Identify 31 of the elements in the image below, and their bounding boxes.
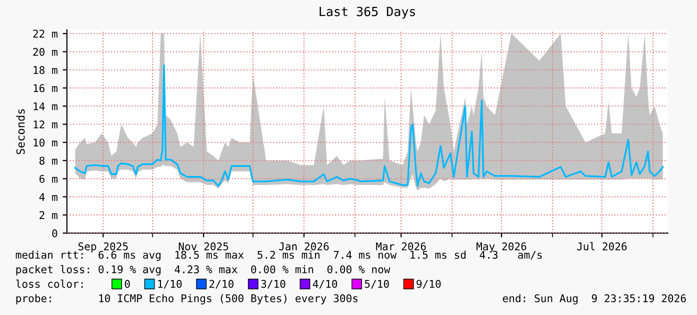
legend-label: 5/10 (364, 280, 389, 289)
x-tick-label: Mar 2026 (376, 242, 426, 250)
y-tick-label: 10 m (34, 138, 58, 147)
x-tick-label: Jan 2026 (279, 242, 329, 250)
y-tick-label: 22 m (33, 30, 58, 38)
y-tick-label: 16 m (34, 84, 58, 92)
legend-label: 0 (124, 280, 130, 288)
legend-label: 3/10 (261, 280, 286, 289)
y-tick-label: 12 m (34, 120, 58, 128)
y-axis-title: Seconds (16, 109, 25, 154)
legend-label: 4/10 (312, 280, 338, 289)
line-series (74, 64, 664, 187)
y-tick-label: 14 m (34, 102, 58, 110)
text: packet loss: 0.19 % avg 4.23 % max 0.00 % min 0.00 % now (16, 265, 390, 276)
legend-label: 9/10 (416, 280, 441, 289)
x-tick-label: Nov 2025 (178, 242, 228, 250)
legend-label: 1/10 (158, 280, 182, 289)
text: end: Sun Aug 9 23:35:19 2026 (502, 294, 686, 304)
y-tick-label: 18 m (34, 66, 58, 74)
chart-title: Last 365 Days (320, 6, 415, 19)
legend-title: loss color: (16, 280, 83, 288)
y-tick-label: 6 m (40, 174, 58, 183)
text: probe: 10 ICMP Echo Pings (500 Bytes) every 300s (16, 294, 358, 304)
y-tick-label: 0 (52, 229, 58, 238)
y-tick-label: 20 m (33, 48, 58, 56)
y-tick-label: 8 m (39, 156, 58, 165)
legend-label: 2/10 (210, 280, 234, 289)
y-tick-label: 4 m (39, 193, 58, 201)
text: median rtt: 6.6 ms avg 18.5 ms max 5.2 ms min 7.4 ms now 1.5 ms sd 4.3 am/s (16, 250, 542, 261)
y-tick-label: 2 m (40, 211, 58, 219)
x-tick-label: Jul 2026 (577, 242, 627, 250)
